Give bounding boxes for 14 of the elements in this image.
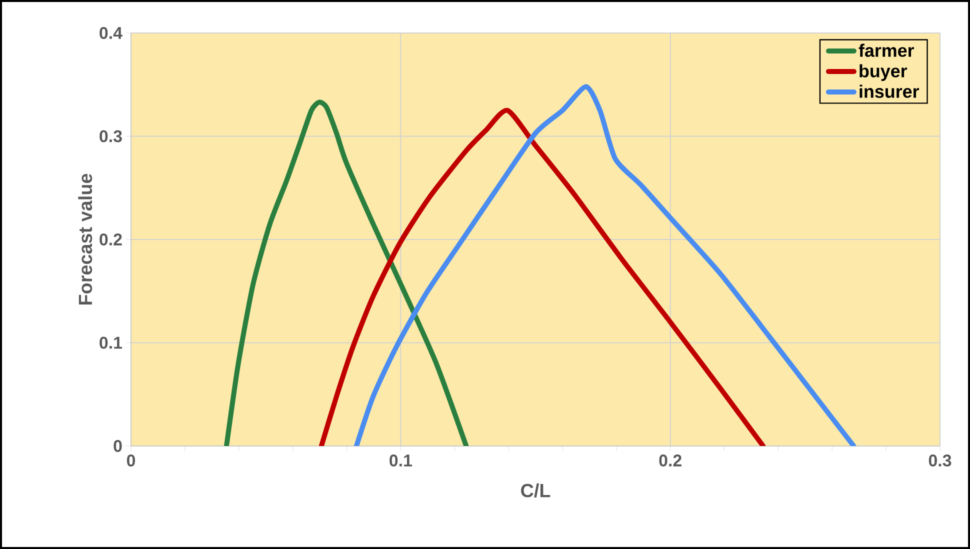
y-tick-label: 0 <box>114 440 122 452</box>
x-tick-label: 0.1 <box>390 454 412 467</box>
y-tick-label: 0.2 <box>100 233 122 246</box>
x-tick-label: 0 <box>126 454 136 467</box>
x-tick-label: 0.2 <box>659 454 682 467</box>
x-axis-title: C/L <box>521 483 550 498</box>
y-tick-label: 0.4 <box>100 26 122 39</box>
x-tick-label: 0.3 <box>928 454 952 467</box>
legend-label: insurer <box>860 84 920 98</box>
legend-label: farmer <box>858 44 914 57</box>
y-tick-label: 0.3 <box>100 130 122 142</box>
legend-label: buyer <box>860 64 908 81</box>
y-tick-label: 0.1 <box>100 336 122 349</box>
y-axis-title: Forecast value <box>78 174 92 305</box>
